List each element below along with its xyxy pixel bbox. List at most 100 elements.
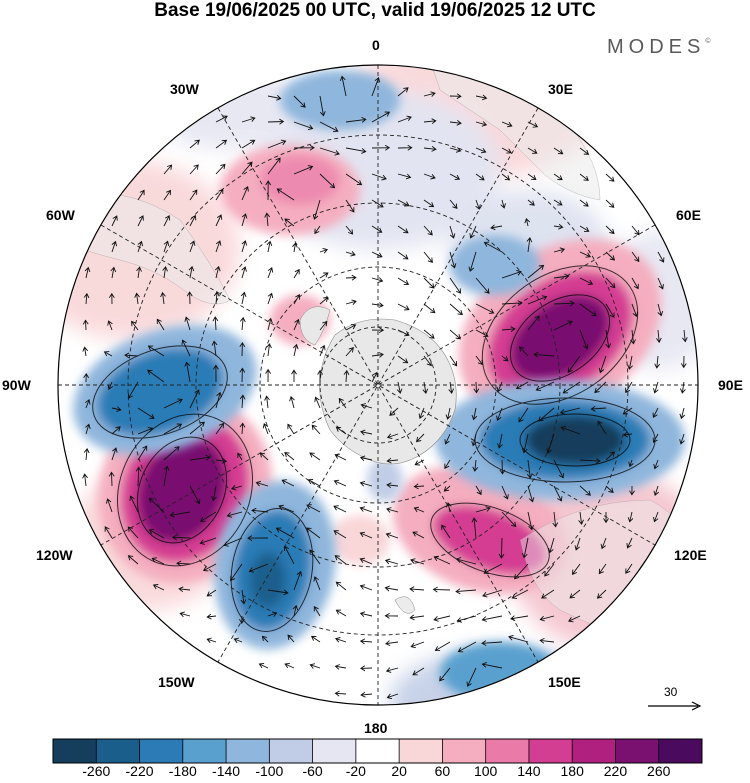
wind-arrow bbox=[527, 147, 538, 154]
wind-arrow bbox=[625, 563, 633, 574]
wind-arrow bbox=[189, 454, 211, 461]
colorbar-swatch bbox=[528, 739, 573, 763]
wind-arrow bbox=[211, 340, 218, 357]
wind-arrow bbox=[335, 426, 347, 435]
wind-arrow bbox=[176, 560, 191, 567]
wind-arrow bbox=[293, 165, 314, 175]
wind-arrow bbox=[107, 320, 113, 331]
wind-arrow bbox=[306, 504, 321, 513]
wind-arrow bbox=[83, 447, 90, 461]
wind-arrow bbox=[472, 459, 479, 472]
wind-arrow bbox=[412, 531, 425, 539]
colorbar-tick-label: 220 bbox=[603, 763, 628, 779]
wind-arrow bbox=[215, 422, 224, 435]
wind-arrow bbox=[579, 329, 589, 350]
wind-arrow bbox=[314, 225, 321, 235]
wind-arrow bbox=[553, 199, 563, 206]
wind-arrow bbox=[124, 352, 139, 359]
wind-arrow bbox=[189, 485, 201, 505]
wind-arrow bbox=[371, 371, 378, 383]
wind-arrow bbox=[292, 242, 298, 253]
wind-arrow bbox=[293, 268, 300, 279]
wind-arrow bbox=[481, 661, 503, 669]
wind-arrow bbox=[569, 589, 581, 599]
wind-arrow bbox=[84, 266, 91, 279]
wind-arrow bbox=[553, 485, 563, 502]
wind-arrow bbox=[627, 355, 633, 370]
wind-arrow bbox=[598, 563, 607, 575]
colorbar-swatch bbox=[96, 739, 141, 763]
wind-arrow bbox=[629, 485, 635, 496]
wind-arrow bbox=[281, 479, 295, 487]
wind-arrow bbox=[449, 303, 463, 316]
wind-arrow bbox=[553, 147, 564, 155]
wind-arrow bbox=[345, 274, 357, 281]
wind-arrow bbox=[163, 423, 183, 435]
wind-arrow bbox=[539, 615, 555, 622]
wind-arrow bbox=[384, 585, 399, 592]
wind-arrow bbox=[423, 251, 433, 263]
wind-arrow bbox=[521, 537, 529, 559]
wind-arrow bbox=[553, 300, 575, 307]
wind-arrow bbox=[319, 344, 326, 357]
colorbar-tick-label: -100 bbox=[255, 763, 284, 779]
wind-arrow bbox=[163, 164, 173, 175]
wind-arrow bbox=[309, 549, 321, 565]
wind-arrow bbox=[189, 214, 197, 227]
wind-arrow bbox=[359, 611, 373, 618]
wind-arrow bbox=[189, 421, 205, 435]
wind-arrow bbox=[579, 277, 594, 286]
wind-arrow bbox=[306, 527, 321, 539]
wind-arrow bbox=[230, 484, 243, 491]
wind-arrow bbox=[518, 407, 529, 423]
colorbar-swatch bbox=[485, 739, 530, 763]
wind-arrow bbox=[137, 240, 144, 253]
wind-arrow bbox=[449, 147, 462, 153]
wind-arrow bbox=[605, 225, 615, 235]
page-title: Base 19/06/2025 00 UTC, valid 19/06/2025… bbox=[154, 0, 596, 21]
wind-arrow bbox=[418, 407, 425, 419]
wind-arrow bbox=[283, 545, 295, 565]
wind-arrow bbox=[171, 534, 191, 541]
wind-arrow bbox=[501, 485, 509, 500]
wind-arrow bbox=[267, 157, 281, 175]
wind-arrow bbox=[267, 267, 274, 279]
wind-arrow bbox=[423, 173, 436, 180]
wind-arrow bbox=[181, 339, 191, 357]
wind-arrow bbox=[293, 95, 306, 108]
wind-arrow bbox=[134, 292, 140, 305]
wind-arrow bbox=[85, 399, 91, 409]
wind-arrow bbox=[110, 266, 117, 279]
field-layer bbox=[58, 65, 698, 705]
wind-arrow bbox=[275, 527, 295, 539]
wind-arrow bbox=[475, 199, 481, 210]
wind-arrow bbox=[449, 251, 457, 269]
wind-arrow bbox=[345, 251, 356, 257]
wind-arrow bbox=[371, 199, 384, 208]
wind-arrow bbox=[631, 225, 640, 236]
wind-arrow bbox=[163, 446, 180, 461]
wind-arrow bbox=[498, 537, 505, 559]
wind-arrow bbox=[579, 199, 589, 207]
wind-arrow bbox=[215, 139, 228, 149]
colorbar-tick-label: -60 bbox=[302, 763, 323, 779]
wind-arrow bbox=[605, 173, 615, 182]
wind-arrow bbox=[267, 139, 287, 149]
wind-arrow bbox=[111, 426, 121, 435]
wind-arrow bbox=[293, 570, 303, 591]
wind-arrow bbox=[548, 537, 555, 554]
wind-arrow bbox=[289, 395, 295, 409]
wind-arrow bbox=[466, 667, 477, 687]
wind-arrow bbox=[147, 369, 165, 383]
wind-arrow bbox=[385, 532, 399, 539]
wind-arrow bbox=[631, 277, 639, 290]
wind-arrow bbox=[345, 347, 354, 357]
wind-arrow bbox=[416, 433, 425, 443]
wind-arrow bbox=[371, 277, 384, 283]
wind-arrow bbox=[213, 364, 219, 383]
colorbar-swatch bbox=[658, 739, 703, 763]
wind-arrow bbox=[521, 433, 529, 454]
wind-arrow bbox=[397, 115, 412, 123]
wind-arrow bbox=[527, 199, 535, 206]
